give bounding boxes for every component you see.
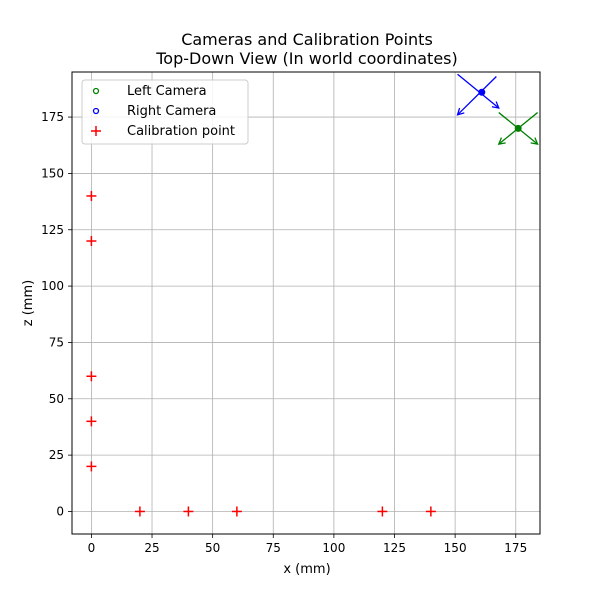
- legend-entry-calibration-point: Calibration point: [91, 124, 235, 139]
- left-camera-axis-1-head: [497, 137, 506, 145]
- calibration-point-point: [86, 416, 97, 427]
- x-tick-label: 0: [88, 541, 96, 555]
- y-tick-label: 100: [41, 279, 64, 293]
- x-axis-label: x (mm): [283, 562, 330, 577]
- x-tick-label: 25: [144, 541, 159, 555]
- plot-frame: [71, 71, 541, 535]
- right-camera-series: [456, 73, 500, 116]
- y-tick-label: 0: [56, 504, 64, 518]
- left-camera-series: [497, 112, 539, 145]
- y-tick-label: 125: [41, 223, 64, 237]
- calibration-point-point: [86, 371, 97, 382]
- calibration-point-series: [86, 190, 436, 517]
- right-camera-axis-1-head: [456, 107, 465, 116]
- left-camera-axis-0-head: [530, 137, 539, 145]
- calibration-point-point: [377, 506, 388, 517]
- chart-subtitle: Top-Down View (In world coordinates): [155, 49, 458, 68]
- calibration-point-point: [86, 236, 97, 247]
- x-tick-label: 150: [444, 541, 467, 555]
- calibration-point-point: [86, 461, 97, 472]
- grid-lines: [72, 72, 540, 534]
- legend-marker-right-camera: [92, 107, 100, 115]
- legend-label-right-camera: Right Camera: [127, 104, 216, 119]
- plot-marks: [86, 73, 539, 517]
- y-axis-label: z (mm): [21, 280, 36, 326]
- right-camera-axis-0-shaft: [457, 73, 500, 109]
- calibration-point-point: [231, 506, 242, 517]
- y-tick-label: 25: [49, 448, 64, 462]
- chart-title: Cameras and Calibration Points: [181, 30, 433, 49]
- y-tick-label: 75: [49, 335, 64, 349]
- left-camera-point: [514, 124, 522, 132]
- x-tick-label: 125: [383, 541, 406, 555]
- right-camera-point: [478, 88, 486, 96]
- calibration-point-point: [425, 506, 436, 517]
- x-tick-label: 75: [266, 541, 281, 555]
- legend-marker-left-camera: [92, 87, 100, 95]
- y-tick-label: 50: [49, 392, 64, 406]
- legend: Left Camera Right Camera Calibration point: [81, 79, 249, 145]
- x-tick-label: 100: [322, 541, 345, 555]
- calibration-point-point: [86, 190, 97, 201]
- calibration-point-point: [183, 506, 194, 517]
- legend-box: [81, 79, 249, 145]
- y-tick-label: 150: [41, 166, 64, 180]
- right-camera-axis-0-head: [491, 101, 500, 109]
- legend-label-left-camera: Left Camera: [127, 84, 207, 99]
- right-camera-axis-1-shaft: [457, 76, 497, 116]
- legend-entry-left-camera: Left Camera: [92, 84, 207, 99]
- x-tick-label: 175: [504, 541, 527, 555]
- x-tick-label: 50: [205, 541, 220, 555]
- y-tick-label: 175: [41, 110, 64, 124]
- legend-label-calibration-point: Calibration point: [127, 124, 235, 139]
- axis-ticks: 0 25 50 75 100 125 150 175 0 25 50 75 100 125 150 175: [41, 110, 527, 555]
- calibration-point-point: [134, 506, 145, 517]
- legend-marker-calibration-point: [91, 126, 101, 136]
- legend-entry-right-camera: Right Camera: [92, 104, 216, 119]
